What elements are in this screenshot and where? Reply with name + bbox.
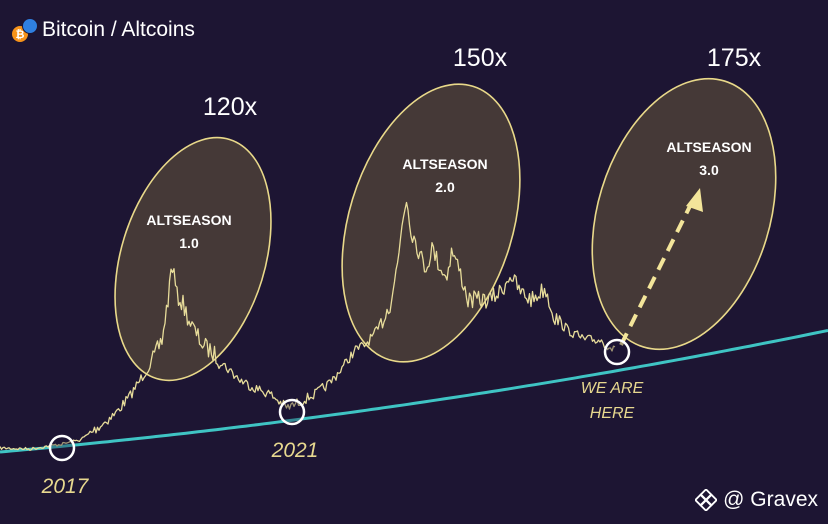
cycle-markers <box>48 338 631 462</box>
cycle-marker-2 <box>278 398 306 426</box>
altseason-version-3: 3.0 <box>699 162 719 178</box>
altseason-label-3: ALTSEASON <box>666 139 751 155</box>
projection-arrow-group <box>619 188 703 346</box>
we-are-here-line1: WE ARE <box>581 380 644 397</box>
altseason-version-1: 1.0 <box>179 235 199 251</box>
bitcoin-altcoins-icon: ₿ <box>12 18 38 42</box>
we-are-here-line2: HERE <box>590 405 635 422</box>
chart-labels: 120x ALTSEASON 1.0 150x ALTSEASON 2.0 175x ALTS… <box>41 44 762 498</box>
cycle-marker-3 <box>603 338 631 366</box>
price-line <box>0 201 616 451</box>
cycle-marker-1 <box>48 434 76 462</box>
chart-title: Bitcoin / Altcoins <box>42 18 195 41</box>
projection-arrow-head <box>686 188 703 212</box>
multiplier-label-1: 120x <box>203 93 258 121</box>
altseason-ellipse-1 <box>114 136 272 382</box>
chart-header: ₿ Bitcoin / Altcoins <box>12 14 195 46</box>
cycle-label-2017: 2017 <box>41 475 90 498</box>
trend-line <box>0 329 828 454</box>
binance-icon <box>695 489 718 511</box>
projection-arrow-line <box>619 201 694 346</box>
altseason-ellipse-3 <box>591 77 777 351</box>
trend-line-group <box>0 329 828 454</box>
altseason-label-2: ALTSEASON <box>402 156 487 172</box>
multiplier-label-3: 175x <box>707 44 762 72</box>
altseason-ellipse-2 <box>341 83 521 363</box>
altseason-label-1: ALTSEASON <box>146 212 231 228</box>
watermark: @ Gravex <box>695 488 818 512</box>
watermark-text: @ Gravex <box>723 488 818 511</box>
altcoin-icon <box>22 18 38 34</box>
price-line-group <box>0 201 616 451</box>
altseason-version-2: 2.0 <box>435 179 455 195</box>
cycle-label-2021: 2021 <box>271 439 319 462</box>
multiplier-label-2: 150x <box>453 44 508 72</box>
